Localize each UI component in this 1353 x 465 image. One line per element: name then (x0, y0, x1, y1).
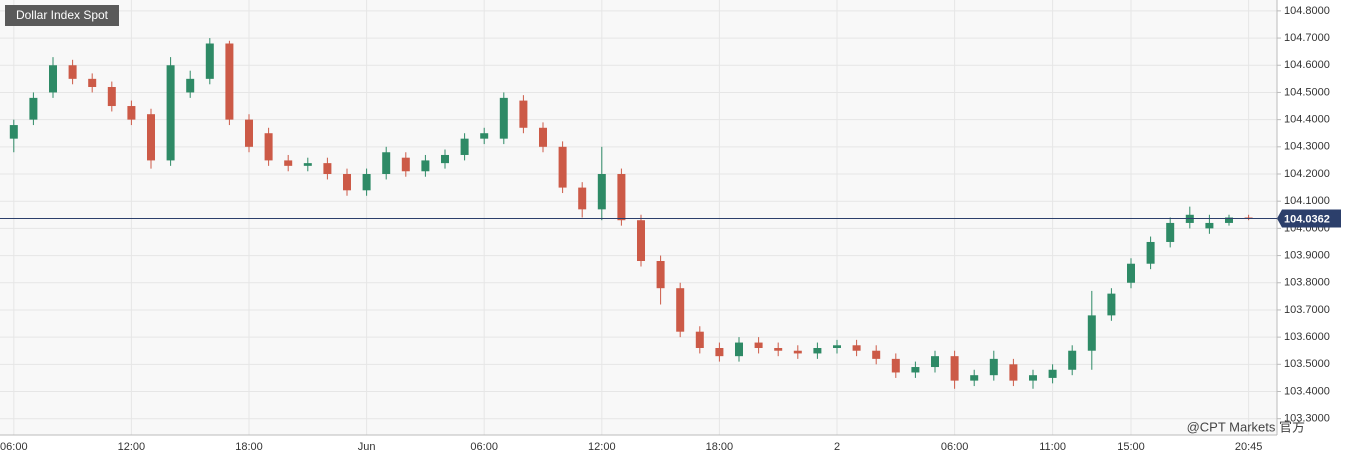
candle-body (264, 133, 273, 161)
y-tick-label: 104.1000 (1284, 195, 1330, 207)
candle-body (460, 138, 469, 155)
y-tick-label: 103.4000 (1284, 385, 1330, 397)
candle-body (578, 187, 587, 210)
last-price-tag (1277, 209, 1341, 228)
y-tick-label: 104.8000 (1284, 5, 1330, 17)
candle-body (303, 163, 312, 166)
candle-body (597, 174, 606, 210)
title-badge (5, 5, 119, 26)
candle-body (637, 220, 645, 261)
candle-body (127, 106, 136, 120)
candle-body (558, 146, 567, 188)
y-tick-label: 103.5000 (1284, 358, 1330, 370)
candle-body (656, 261, 665, 289)
y-tick-label: 104.7000 (1284, 32, 1330, 44)
watermark: @CPT Markets 官方 (1187, 419, 1305, 434)
y-tick-label: 104.3000 (1284, 141, 1330, 153)
x-tick-label: 06:00 (941, 441, 969, 453)
candle-body (735, 342, 743, 357)
y-tick-label: 104.4000 (1284, 114, 1330, 126)
candle-body (774, 348, 783, 351)
candle-body (225, 43, 234, 120)
candle-body (1225, 217, 1233, 223)
candle-body (695, 331, 704, 348)
candle-body (1205, 222, 1214, 229)
candle-body (793, 350, 802, 354)
candle-body (1146, 241, 1155, 264)
y-tick-label: 103.9000 (1284, 249, 1330, 261)
candle-body (1029, 375, 1037, 381)
candle-body (950, 356, 959, 381)
candle-body (323, 163, 332, 174)
candle-body (539, 127, 547, 147)
candle-body (891, 358, 900, 373)
candle-body (617, 174, 626, 221)
candle-body (421, 160, 430, 172)
candle-body (872, 350, 881, 359)
x-tick-label: 15:00 (1117, 441, 1145, 453)
candle-body (1009, 364, 1018, 381)
candle-body (68, 65, 77, 79)
candle-body (813, 348, 822, 354)
candle-body (9, 125, 18, 139)
candle-body (343, 174, 351, 191)
x-tick-label: 11:00 (1039, 441, 1066, 453)
candle-body (1107, 293, 1116, 316)
candle-body (911, 367, 920, 373)
y-tick-label: 103.3000 (1284, 413, 1330, 425)
candle-body (186, 78, 195, 93)
candle-body (480, 133, 489, 139)
y-tick-label: 104.6000 (1284, 59, 1330, 71)
x-tick-label: 06:00 (470, 441, 498, 453)
candle-body (970, 375, 979, 381)
candle-body (88, 78, 97, 87)
candle-body (754, 342, 763, 348)
candle-body (401, 157, 410, 172)
x-tick-label: Jun (358, 441, 376, 453)
y-tick-label: 103.7000 (1284, 304, 1330, 316)
candle-body (1048, 369, 1057, 378)
candle-body (1068, 350, 1077, 370)
x-tick-label: 06:00 (0, 441, 28, 453)
candle-body (833, 345, 841, 348)
y-tick-label: 104.2000 (1284, 168, 1330, 180)
candle-body (245, 119, 253, 147)
y-tick-label: 103.8000 (1284, 277, 1330, 289)
candle-body (676, 288, 685, 332)
candle-body (441, 154, 449, 164)
y-tick-label: 104.5000 (1284, 86, 1330, 98)
candles (9, 38, 1253, 389)
x-tick-label: 20:45 (1235, 441, 1263, 453)
candle-body (499, 97, 508, 139)
x-tick-label: 12:00 (588, 441, 616, 453)
candle-body (852, 345, 861, 351)
candle-body (49, 65, 57, 93)
candle-body (989, 358, 998, 376)
candle-body (931, 356, 939, 368)
candle-body (519, 100, 528, 128)
candle-body (1127, 263, 1135, 283)
candle-body (1166, 222, 1175, 242)
candle-body (29, 97, 38, 120)
y-tick-label: 103.6000 (1284, 331, 1330, 343)
candle-body (715, 348, 724, 357)
chart-title: Dollar Index Spot (16, 8, 109, 22)
x-tick-label: 18:00 (706, 441, 734, 453)
x-tick-label: 2 (834, 441, 840, 453)
x-tick-label: 12:00 (118, 441, 146, 453)
candle-body (284, 160, 293, 166)
x-tick-label: 18:00 (235, 441, 263, 453)
candle-body (1087, 315, 1096, 351)
candle-body (166, 65, 175, 161)
candle-body (107, 87, 116, 107)
candle-body (362, 174, 371, 191)
candle-body (205, 43, 214, 79)
last-price-label: 104.0362 (1284, 213, 1330, 225)
candle-body (147, 114, 155, 161)
candle-body (382, 152, 391, 174)
